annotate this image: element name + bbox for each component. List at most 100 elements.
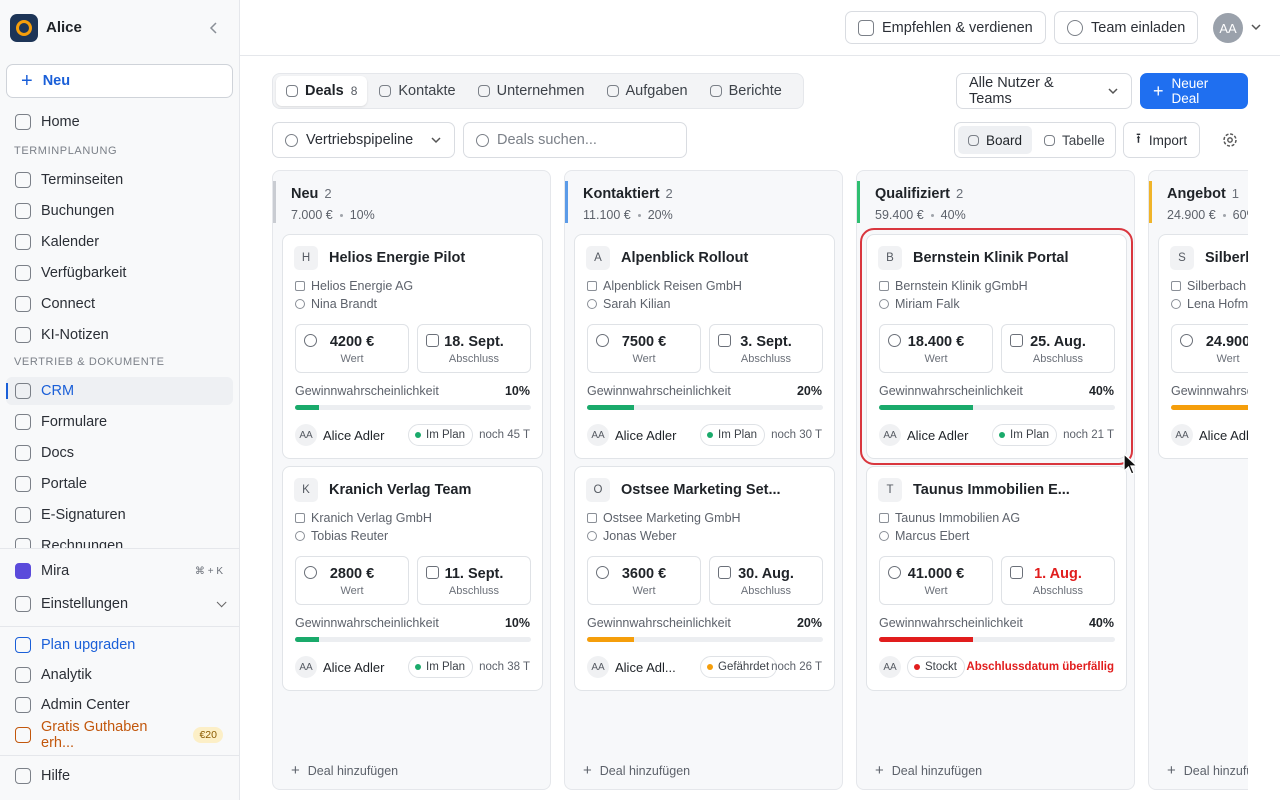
- mouse-cursor: [1123, 452, 1139, 475]
- new-deal-button[interactable]: + Neuer Deal: [1140, 73, 1248, 109]
- icon: [477, 85, 490, 97]
- tab[interactable]: Berichte: [700, 76, 792, 106]
- probability-track: [879, 405, 1115, 410]
- nav-item[interactable]: Verfügbarkeit: [6, 259, 233, 287]
- settings-gear[interactable]: [1222, 132, 1238, 148]
- nav-item[interactable]: Terminseiten: [6, 166, 233, 194]
- add-deal[interactable]: + Deal hinzufügen: [875, 762, 982, 779]
- nav-item[interactable]: KI-Notizen: [6, 321, 233, 349]
- date-box: 18. Sept. Abschluss: [417, 324, 531, 373]
- plus: +: [291, 762, 300, 779]
- view-option[interactable]: Tabelle: [1034, 126, 1115, 154]
- probability: 20%: [796, 616, 822, 630]
- column-summary: 7.000 € 10%: [291, 208, 375, 222]
- nav-item[interactable]: Kalender: [6, 228, 233, 256]
- nav-item[interactable]: Plan upgraden: [6, 631, 233, 659]
- view-toggle: Board Tabelle: [954, 122, 1116, 158]
- nav-item[interactable]: E-Signaturen: [6, 501, 233, 529]
- date-box: 25. Aug. Abschluss: [1001, 324, 1115, 373]
- deal-card[interactable]: K Kranich Verlag Team Kranich Verlag GmbH T…: [282, 466, 543, 691]
- probability-label: Gewinnwahrscheinlichkeit: [879, 616, 1023, 630]
- date-box: 3. Sept. Abschluss: [709, 324, 823, 373]
- owner-avatar: AA: [879, 656, 901, 678]
- probability-label: Gewinnwahrscheinlichkeit: [587, 616, 731, 630]
- add-deal[interactable]: + Deal hinzufügen: [583, 762, 690, 779]
- nav-item[interactable]: Connect: [6, 290, 233, 318]
- nav-item[interactable]: Hilfe: [6, 762, 233, 790]
- column-name: Kontaktiert 2: [583, 186, 673, 202]
- collapse[interactable]: [208, 21, 220, 35]
- new-button[interactable]: + Neu: [6, 64, 233, 98]
- deal-card[interactable]: B Bernstein Klinik Portal Bernstein Klinik…: [860, 228, 1133, 465]
- date-box: 1. Aug. Abschluss: [1001, 556, 1115, 605]
- view-option[interactable]: Board: [958, 126, 1033, 154]
- nav-item[interactable]: Buchungen: [6, 197, 233, 225]
- date-label: Abschluss: [740, 353, 792, 365]
- tab-label: Kontakte: [398, 83, 456, 99]
- nav-item[interactable]: Home: [6, 108, 233, 136]
- icon: [718, 334, 731, 347]
- search-input[interactable]: Deals suchen...: [463, 122, 687, 158]
- column-percent: 20%: [647, 208, 673, 222]
- deal-card[interactable]: T Taunus Immobilien E... Taunus Immobilien…: [866, 466, 1127, 691]
- probability-track: [1171, 405, 1248, 410]
- view-label: Tabelle: [1062, 132, 1105, 148]
- probability-track: [879, 637, 1115, 642]
- deal-initial: O: [586, 478, 610, 502]
- icon: [295, 281, 305, 291]
- nav-item[interactable]: Admin Center: [6, 691, 233, 719]
- add-deal[interactable]: + Deal hinzufügen: [291, 762, 398, 779]
- avatar[interactable]: AA: [1213, 13, 1243, 43]
- separator: [930, 213, 934, 217]
- deal-title: Kranich Verlag Team: [329, 482, 472, 498]
- company-text: Kranich Verlag GmbH: [311, 511, 432, 525]
- icon: [1171, 281, 1181, 291]
- tab[interactable]: Deals 8: [276, 76, 368, 106]
- nav-item[interactable]: Docs: [6, 439, 233, 467]
- nav-item[interactable]: Mira ⌘ + K: [6, 557, 233, 585]
- column-summary: 59.400 € 40%: [875, 208, 966, 222]
- value-label: Wert: [340, 585, 364, 597]
- nav-item[interactable]: CRM: [6, 377, 233, 405]
- pipeline-select[interactable]: Vertriebspipeline: [272, 122, 455, 158]
- icon: [15, 114, 31, 130]
- tab[interactable]: Aufgaben: [597, 76, 698, 106]
- separator: [339, 213, 343, 217]
- column-name: Neu 2: [291, 186, 332, 202]
- deal-card[interactable]: O Ostsee Marketing Set... Ostsee Marketing…: [574, 466, 835, 691]
- workspace-name[interactable]: Alice: [46, 19, 82, 36]
- nav-item[interactable]: Analytik: [6, 661, 233, 689]
- probability-bar: [295, 405, 319, 410]
- company-text: Alpenblick Reisen GmbH: [603, 279, 742, 293]
- deal-contact: Tobias Reuter: [295, 529, 388, 543]
- status-dot: [415, 664, 421, 670]
- owner-filter[interactable]: Alle Nutzer & Teams: [956, 73, 1132, 109]
- owner-avatar: AA: [587, 424, 609, 446]
- nav-label: Mira: [41, 563, 70, 579]
- add-deal[interactable]: + Deal hinzufügen: [1167, 762, 1248, 779]
- nav-item[interactable]: Portale: [6, 470, 233, 498]
- probability-bar: [879, 637, 974, 642]
- nav-item[interactable]: Gratis Guthaben erh... €20: [6, 719, 233, 751]
- tab[interactable]: Kontakte: [369, 76, 465, 106]
- deal-card[interactable]: A Alpenblick Rollout Alpenblick Reisen Gmb…: [574, 234, 835, 459]
- icon: [15, 596, 31, 612]
- deal-initial: S: [1170, 246, 1194, 270]
- icon: [15, 563, 31, 579]
- column-count: 2: [955, 186, 964, 201]
- refer-button[interactable]: Empfehlen & verdienen: [845, 11, 1046, 44]
- invite-button[interactable]: Team einladen: [1054, 11, 1199, 44]
- nav-item[interactable]: Formulare: [6, 408, 233, 436]
- nav-item[interactable]: Einstellungen: [6, 590, 233, 618]
- probability-label: Gewinnwahrscheinlichkeit: [295, 384, 439, 398]
- avatar-chevron[interactable]: [1250, 22, 1262, 32]
- value-box: 18.400 € Wert: [879, 324, 993, 373]
- deal-card[interactable]: S Silberbach Silberbach Lena Hofm 24.900 Wert…: [1158, 234, 1248, 459]
- import-button[interactable]: ⭱ Import: [1123, 122, 1201, 158]
- deal-card[interactable]: H Helios Energie Pilot Helios Energie AG Ni…: [282, 234, 543, 459]
- add-label: Deal hinzufügen: [1183, 764, 1248, 778]
- date-box: 30. Aug. Abschluss: [709, 556, 823, 605]
- tab[interactable]: Unternehmen: [468, 76, 595, 106]
- column-count: 1: [1231, 186, 1240, 201]
